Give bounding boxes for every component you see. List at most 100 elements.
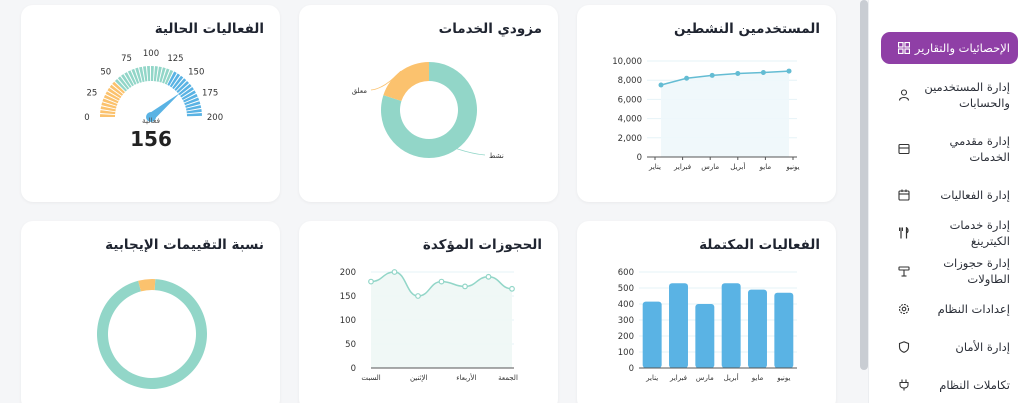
gauge-segment xyxy=(178,83,192,96)
sidebar-item-security[interactable]: إدارة الأمان xyxy=(881,338,1018,356)
card-title: المستخدمين النشطين xyxy=(674,21,820,37)
sidebar-item-label: إدارة حجوزات الطاولات xyxy=(943,256,1010,286)
gauge-segment xyxy=(184,97,200,106)
gauge-hub xyxy=(146,112,156,122)
x-tick-label: يناير xyxy=(648,163,661,171)
sidebar-item-label: الإحصائيات والتقارير xyxy=(914,41,1010,55)
gauge-segment xyxy=(105,91,120,101)
data-point xyxy=(485,273,492,280)
sidebar-item-events[interactable]: إدارة الفعاليات xyxy=(881,186,1018,204)
bar xyxy=(774,292,794,368)
gauge-segment xyxy=(103,94,119,104)
gauge-tick-label: 25 xyxy=(86,89,97,99)
x-tick-label: الأربعاء xyxy=(456,373,476,382)
x-tick-label: يونيو xyxy=(785,163,799,171)
x-tick-label: مارس xyxy=(696,374,714,382)
gauge-segment xyxy=(100,106,116,112)
pie-slice xyxy=(381,62,477,158)
x-tick-label: يناير xyxy=(645,374,658,382)
sidebar-item-label: إدارة المستخدمين والحسابات xyxy=(924,80,1010,110)
data-point xyxy=(735,70,741,76)
gauge-segment xyxy=(146,66,151,82)
series-area xyxy=(661,71,789,157)
gear-icon xyxy=(897,302,911,316)
pie-slice xyxy=(138,279,156,292)
x-tick-label: أبريل xyxy=(724,373,739,382)
gauge-segment xyxy=(176,80,190,94)
gauge-segment xyxy=(156,66,162,82)
gauge-segment xyxy=(109,84,124,96)
card-confirmed-bookings: الحجوزات المؤكدة 200 150 100 50 0 السبت الإثني… xyxy=(299,221,558,403)
x-tick-label: فبراير xyxy=(673,163,691,171)
data-point xyxy=(368,278,374,285)
gauge-segment xyxy=(162,68,170,84)
sidebar-item-settings[interactable]: إعدادات النظام xyxy=(881,300,1018,318)
data-point xyxy=(684,75,690,81)
gauge-tick-label: 175 xyxy=(202,89,218,99)
gauge-segment xyxy=(127,70,137,85)
card-title: مزودي الخدمات xyxy=(438,21,542,37)
gauge-segment xyxy=(153,66,158,82)
gauge-segment xyxy=(186,112,202,117)
series-line xyxy=(660,70,790,86)
x-tick-label: يونيو xyxy=(776,374,790,382)
gauge-segment xyxy=(164,69,174,85)
y-tick-label: 600 xyxy=(618,268,634,278)
gauge-segment xyxy=(159,67,166,83)
pie-slice xyxy=(96,279,207,389)
gauge-segment xyxy=(167,71,177,86)
providers-chart: نشط معلق xyxy=(352,62,504,160)
series-area xyxy=(371,272,512,368)
y-tick-label: 300 xyxy=(618,316,634,326)
sidebar-item-tables[interactable]: إدارة حجوزات الطاولات xyxy=(881,256,1018,286)
x-tick-label: أبريل xyxy=(730,162,745,171)
card-providers: مزودي الخدمات نشط معلق xyxy=(299,5,558,202)
y-tick-label: 6,000 xyxy=(618,95,642,105)
y-tick-label: 150 xyxy=(340,292,356,302)
gauge-tick-label: 75 xyxy=(121,54,132,64)
gauge-segment xyxy=(112,81,125,94)
card-positive-ratings: نسبة التقييمات الإيجابية xyxy=(21,221,280,403)
bar xyxy=(642,301,662,368)
data-point xyxy=(462,283,468,290)
calendar-icon xyxy=(897,188,911,202)
x-tick-label: مارس xyxy=(701,163,719,171)
y-tick-label: 0 xyxy=(637,153,642,163)
gauge-tick-label: 0 xyxy=(84,113,89,123)
dashboard-main: المستخدمين النشطين 10,000 8,000 6,000 4,000… xyxy=(21,5,836,403)
data-point xyxy=(509,285,515,292)
gauge-tick-label: 100 xyxy=(143,49,159,59)
gauge-segment xyxy=(107,87,122,99)
sidebar-item-label: إدارة الأمان xyxy=(955,340,1010,354)
y-tick-label: 200 xyxy=(340,268,356,278)
gauge-segment xyxy=(151,66,154,82)
sidebar-item-users[interactable]: إدارة المستخدمين والحسابات xyxy=(881,78,1018,112)
shield-icon xyxy=(897,340,911,354)
completed-events-chart: 600 500 400 300 200 100 0 يناير فبراير مارس أبريل م… xyxy=(618,268,797,382)
sidebar-item-catering[interactable]: إدارة خدمات الكيترينغ xyxy=(881,218,1018,248)
table-icon xyxy=(897,264,911,278)
sidebar-item-integrations[interactable]: تكاملات النظام xyxy=(881,376,1018,394)
bar xyxy=(669,283,688,368)
y-tick-label: 100 xyxy=(340,316,356,326)
positive-ratings-chart xyxy=(96,279,207,389)
gauge-segment xyxy=(100,114,116,117)
gauge-segment xyxy=(135,67,142,83)
gauge-segment xyxy=(174,78,187,91)
card-completed-events: الفعاليات المكتملة 600 500 400 300 200 100 0 ين… xyxy=(577,221,836,403)
gauge-segment xyxy=(186,105,202,111)
current-events-gauge: 0 25 50 75 100 125 150 175 200 فعالية 156 xyxy=(84,49,223,151)
data-point xyxy=(786,68,792,74)
data-point xyxy=(709,72,715,78)
gauge-segment xyxy=(172,75,184,90)
main-scrollbar[interactable] xyxy=(860,0,868,370)
gauge-segment xyxy=(131,68,140,84)
sidebar-item-statistics[interactable]: الإحصائيات والتقارير xyxy=(881,32,1018,64)
x-tick-label: مايو xyxy=(751,374,764,382)
confirmed-bookings-chart: 200 150 100 50 0 السبت الإثنين الأربعاء الجمعة xyxy=(340,268,518,382)
sidebar-item-label: إدارة مقدمي الخدمات xyxy=(949,134,1010,164)
gauge-segment xyxy=(124,72,134,87)
y-tick-label: 200 xyxy=(618,332,634,342)
sidebar-item-providers[interactable]: إدارة مقدمي الخدمات xyxy=(881,132,1018,166)
y-tick-label: 500 xyxy=(618,284,634,294)
